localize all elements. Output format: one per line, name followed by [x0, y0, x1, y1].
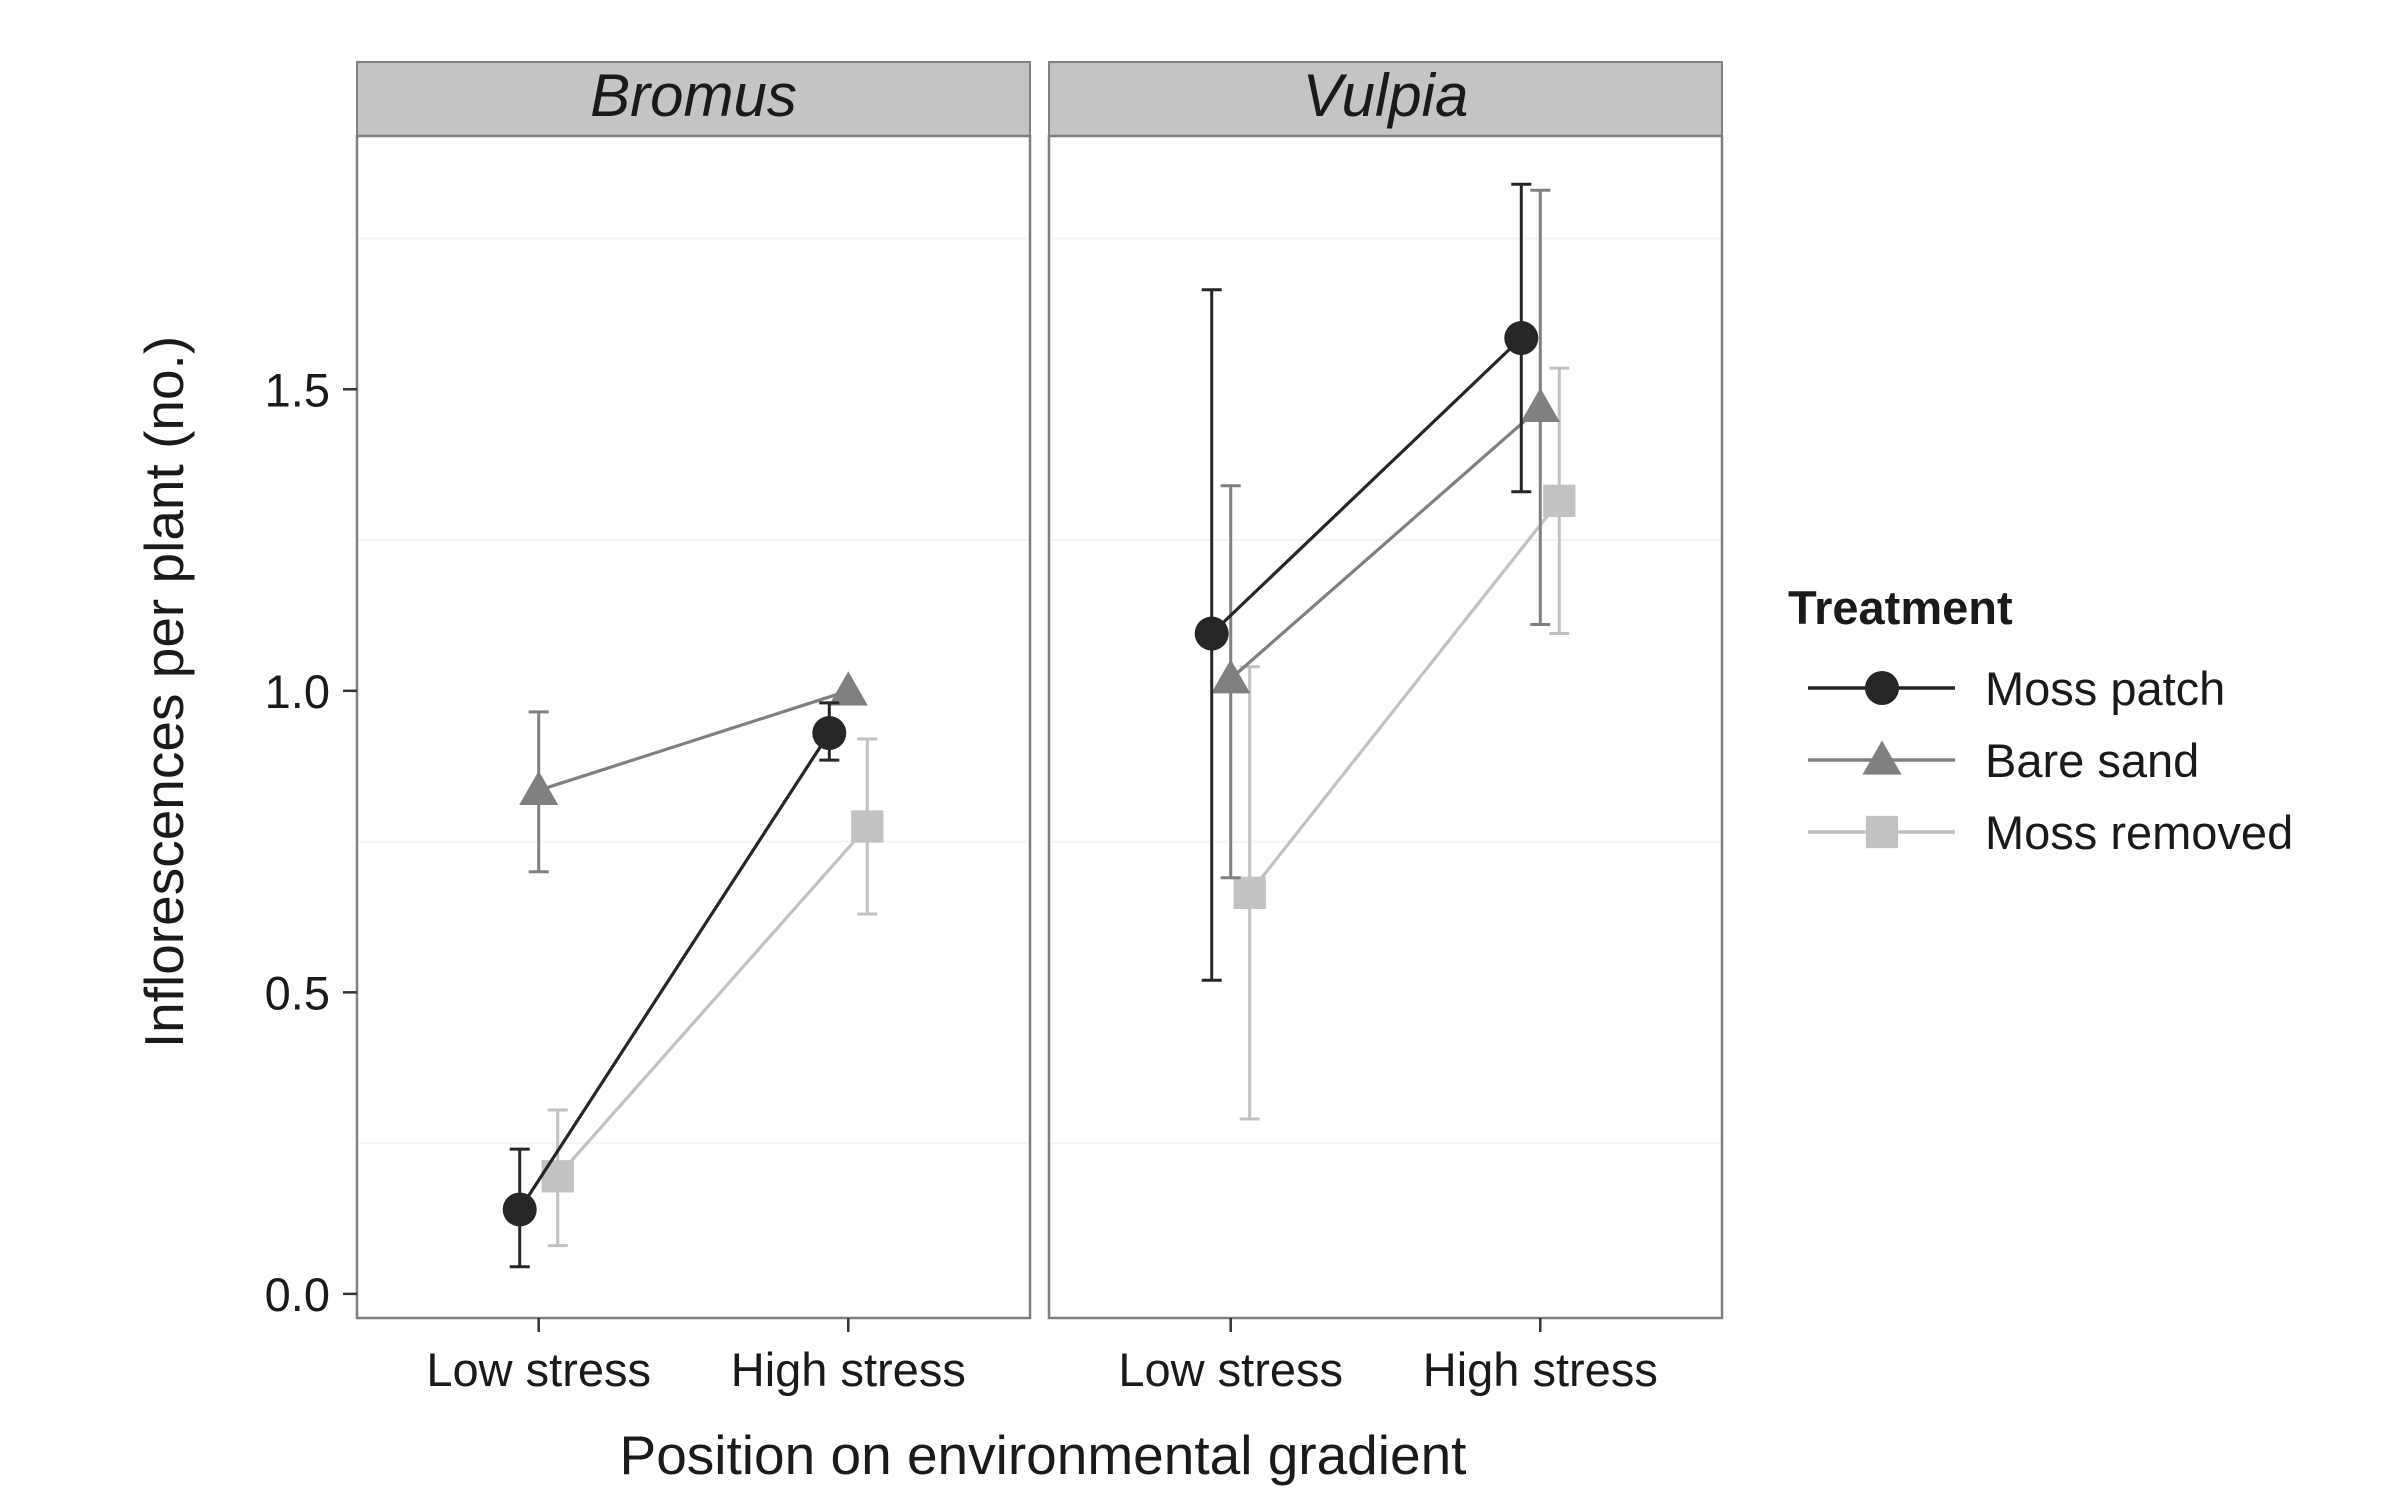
legend-items: Moss patch Bare sand Moss removed	[1808, 662, 2293, 859]
facet-label-bromus: Bromus	[590, 62, 797, 129]
series-line-moss-removed	[1248, 499, 1561, 894]
legend-item-moss-patch: Moss patch	[1808, 662, 2225, 715]
legend-item-bare-sand: Bare sand	[1808, 734, 2199, 787]
legend-label-moss-removed: Moss removed	[1985, 806, 2293, 859]
x-tick-label-vulpia-low-stress: Low stress	[1118, 1343, 1343, 1396]
series-line-bare-sand	[1229, 406, 1542, 680]
data-point-moss-removed	[851, 810, 884, 843]
y-tick-label: 0.5	[265, 966, 330, 1019]
x-tick-label-bromus-low-stress: Low stress	[426, 1343, 651, 1396]
legend-item-moss-removed: Moss removed	[1808, 806, 2293, 859]
y-axis-title: Inflorescences per plant (no.)	[133, 336, 195, 1048]
legend-key-marker	[1862, 740, 1902, 775]
data-point-moss-patch	[812, 716, 847, 751]
y-tick-label: 1.5	[265, 363, 330, 416]
facet-panels: Bromus Vulpia	[355, 61, 1724, 1320]
legend-key-marker	[1865, 815, 1899, 849]
series-moss-removed	[1233, 366, 1576, 1121]
series-bare-sand	[519, 671, 868, 874]
legend: Treatment Moss patch Bare sand Moss remove…	[1788, 581, 2293, 859]
series-line-moss-patch	[518, 732, 831, 1211]
series-line-moss-removed	[556, 825, 869, 1178]
plot-background	[357, 136, 1030, 1318]
facet-strip	[1048, 61, 1723, 137]
data-point-moss-patch	[1194, 616, 1229, 651]
data-point-bare-sand	[1520, 387, 1560, 423]
legend-key-moss-removed	[1808, 815, 1955, 849]
series-moss-removed	[541, 737, 884, 1248]
series-line-moss-patch	[1210, 336, 1523, 635]
data-point-moss-removed	[1233, 876, 1266, 909]
facet-vulpia: Vulpia	[1047, 61, 1724, 1320]
y-axis: 0.0 0.5 1.0 1.5	[265, 363, 357, 1321]
data-point-moss-removed	[1543, 484, 1576, 518]
x-tick-label-vulpia-high-stress: High stress	[1423, 1343, 1658, 1396]
x-tick-label-bromus-high-stress: High stress	[731, 1343, 966, 1396]
data-point-bare-sand	[519, 770, 559, 805]
series-line-bare-sand	[538, 689, 849, 792]
x-axes: Low stress High stress Low stress High stre…	[426, 1318, 1658, 1396]
series-bare-sand	[1211, 188, 1560, 880]
legend-key-moss-patch	[1808, 671, 1955, 705]
panel-border	[355, 134, 1032, 1320]
data-point-moss-patch	[1504, 321, 1539, 356]
series-moss-patch	[502, 701, 847, 1269]
facet-label-vulpia: Vulpia	[1303, 62, 1469, 129]
facet-bromus: Bromus	[355, 61, 1032, 1320]
data-point-moss-removed	[541, 1160, 574, 1193]
plot-background	[1049, 136, 1722, 1318]
data-point-moss-patch	[502, 1192, 537, 1227]
panel-border	[1047, 134, 1724, 1320]
legend-key-bare-sand	[1808, 740, 1955, 775]
x-axis-title: Position on environmental gradient	[620, 1424, 1467, 1486]
series-moss-patch	[1194, 182, 1539, 982]
facet-strip	[356, 61, 1031, 137]
legend-key-marker	[1865, 671, 1899, 705]
y-tick-label: 0.0	[265, 1268, 330, 1321]
legend-title: Treatment	[1788, 581, 2013, 634]
legend-label-bare-sand: Bare sand	[1985, 734, 2199, 787]
y-tick-label: 1.0	[265, 665, 330, 718]
data-point-bare-sand	[1211, 659, 1251, 694]
data-point-bare-sand	[828, 671, 868, 706]
legend-label-moss-patch: Moss patch	[1985, 662, 2225, 715]
